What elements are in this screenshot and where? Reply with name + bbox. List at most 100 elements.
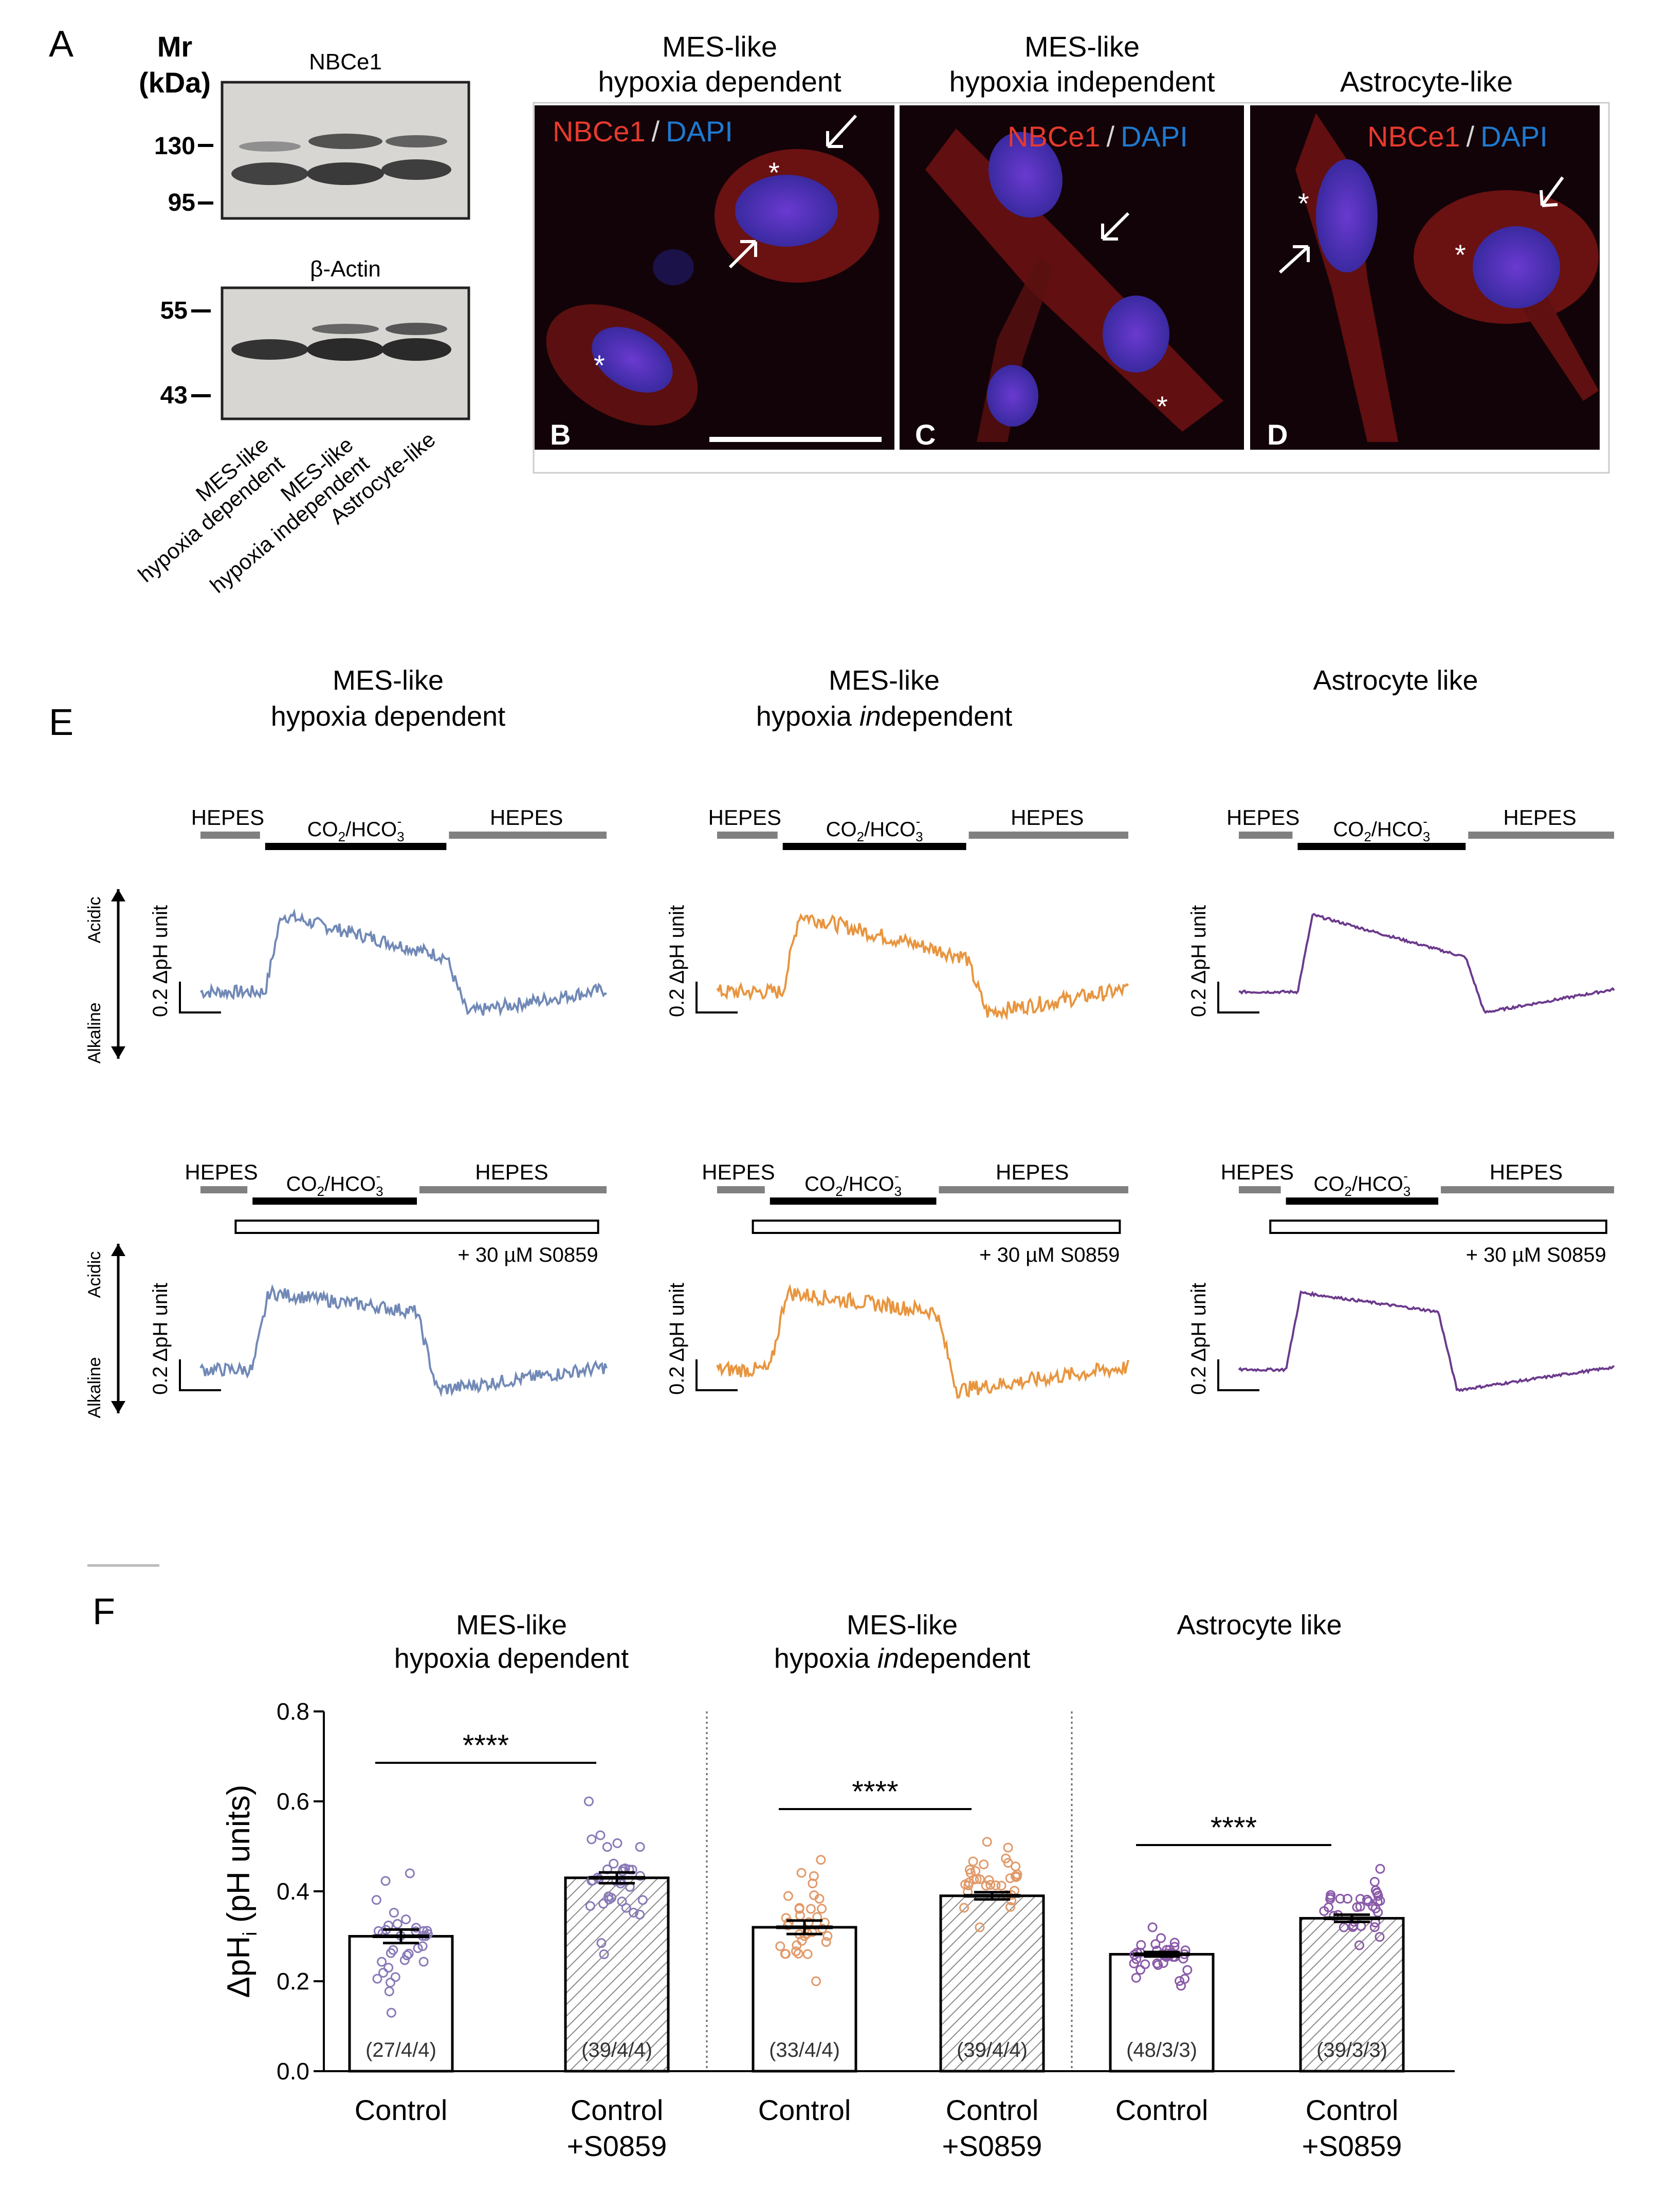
marker-95: 95	[168, 189, 195, 216]
y-tick-label: 0.8	[277, 1698, 309, 1725]
data-point	[1375, 1896, 1385, 1906]
co2-label: CO2/HCO3-	[804, 1168, 902, 1199]
bar-1: (27/4/4) Control	[348, 1868, 454, 2126]
data-point	[1131, 1973, 1141, 1983]
scale-label: 0.2 ΔpH unit	[1187, 1283, 1210, 1395]
micrograph-d	[1250, 105, 1600, 450]
data-point	[1003, 1842, 1013, 1853]
data-point	[793, 1948, 803, 1959]
data-point	[984, 1875, 994, 1885]
data-point	[1005, 1873, 1015, 1884]
bar-chart: 0.0 0.2 0.4 0.6 0.8 ΔpHi (pH units) (27/4/4) Co…	[221, 1610, 1455, 2162]
data-point	[791, 1946, 801, 1957]
star-d1: *	[1298, 187, 1309, 219]
hepes-label: HEPES	[996, 1160, 1069, 1184]
data-point	[805, 1904, 816, 1914]
co2-label: CO2/HCO3-	[826, 814, 923, 844]
n-label: (27/4/4)	[365, 2039, 436, 2061]
data-point	[1140, 1959, 1150, 1969]
data-point	[377, 1957, 387, 1967]
data-point	[775, 1941, 785, 1951]
hepes-label: HEPES	[1490, 1160, 1563, 1184]
scale-bracket	[179, 1359, 221, 1391]
hepes-label: HEPES	[490, 805, 563, 829]
micro-title-c2: hypoxia independent	[949, 65, 1215, 98]
data-point	[1375, 1864, 1385, 1874]
data-point	[959, 1903, 969, 1913]
significance-stars: ****	[852, 1775, 898, 1809]
data-point	[1342, 1893, 1352, 1904]
arrow-icons	[728, 114, 1564, 274]
data-point	[968, 1856, 978, 1867]
data-point	[991, 1880, 1001, 1890]
trace-title-3a: Astrocyte like	[1313, 665, 1478, 696]
data-point	[982, 1837, 992, 1847]
panel-label-c: C	[915, 418, 936, 451]
bar-2: (39/4/4) Control +S0859	[564, 1796, 670, 2162]
star-d2: *	[1455, 238, 1466, 271]
data-point	[821, 1937, 831, 1947]
scale-label: 0.2 ΔpH unit	[1187, 905, 1210, 1017]
svg-text:NBCe1/DAPI: NBCe1/DAPI	[1367, 120, 1548, 153]
data-point	[380, 1876, 391, 1886]
svg-text:NBCe1/DAPI: NBCe1/DAPI	[553, 115, 733, 148]
hepes-label: HEPES	[191, 805, 264, 829]
kda-label: (kDa)	[139, 66, 211, 99]
data-point	[627, 1865, 637, 1875]
data-point	[417, 1941, 428, 1951]
data-point	[617, 1896, 627, 1907]
marker-43: 43	[160, 382, 188, 409]
category-label: Control	[571, 2094, 664, 2126]
data-point	[405, 1868, 415, 1878]
svg-text:NBCe1/DAPI: NBCe1/DAPI	[1008, 120, 1188, 153]
data-point	[1169, 1938, 1180, 1948]
co2-label: CO2/HCO3-	[286, 1168, 383, 1199]
data-point	[602, 1842, 612, 1852]
data-point	[964, 1877, 974, 1888]
data-point	[612, 1838, 623, 1848]
data-point	[635, 1909, 645, 1920]
data-point	[780, 1949, 790, 1959]
data-point	[796, 1868, 807, 1878]
group-subtitle: hypoxia dependent	[394, 1643, 629, 1674]
data-point	[1150, 1939, 1161, 1949]
scale-bracket	[179, 982, 221, 1013]
data-point	[1369, 1922, 1380, 1932]
data-point	[1156, 1933, 1166, 1943]
group-title: MES-like	[847, 1610, 958, 1640]
data-point	[985, 1880, 996, 1890]
data-point	[411, 1923, 422, 1933]
data-point	[971, 1866, 981, 1876]
star-b2: *	[594, 349, 605, 381]
ph-trace	[199, 1284, 608, 1397]
alkaline-label: Alkaline	[85, 1002, 104, 1063]
trace-title-2b: hypoxia independent	[756, 701, 1012, 732]
hepes-label: HEPES	[702, 1160, 775, 1184]
data-point	[629, 1907, 639, 1918]
bar-rect	[1109, 1953, 1215, 2073]
bar-rect	[564, 1876, 670, 2073]
acidic-label: Acidic	[85, 897, 104, 944]
hepes-label: HEPES	[1226, 805, 1299, 829]
panel-label-a: A	[49, 24, 74, 65]
data-point	[637, 1895, 648, 1905]
data-point	[1325, 1892, 1335, 1902]
data-point	[1354, 1940, 1364, 1950]
data-point	[802, 1949, 813, 1959]
panel-label-f: F	[93, 1591, 115, 1632]
scale-label: 0.2 ΔpH unit	[666, 1283, 688, 1395]
scale-bracket	[1217, 1359, 1259, 1391]
bar-rect	[1299, 1917, 1405, 2073]
data-point	[599, 1949, 609, 1959]
drug-bar	[1269, 1220, 1607, 1234]
bar-rect	[939, 1894, 1045, 2073]
data-point	[596, 1938, 607, 1948]
data-point	[1001, 1853, 1011, 1864]
data-point	[816, 1855, 826, 1865]
data-point	[1180, 1974, 1190, 1984]
scale-label: 0.2 ΔpH unit	[149, 905, 172, 1017]
y-axis-label: ΔpHi (pH units)	[221, 1784, 261, 1998]
data-point	[1182, 1965, 1193, 1975]
micro-title-b2: hypoxia dependent	[598, 65, 841, 98]
data-point	[384, 1986, 394, 1997]
